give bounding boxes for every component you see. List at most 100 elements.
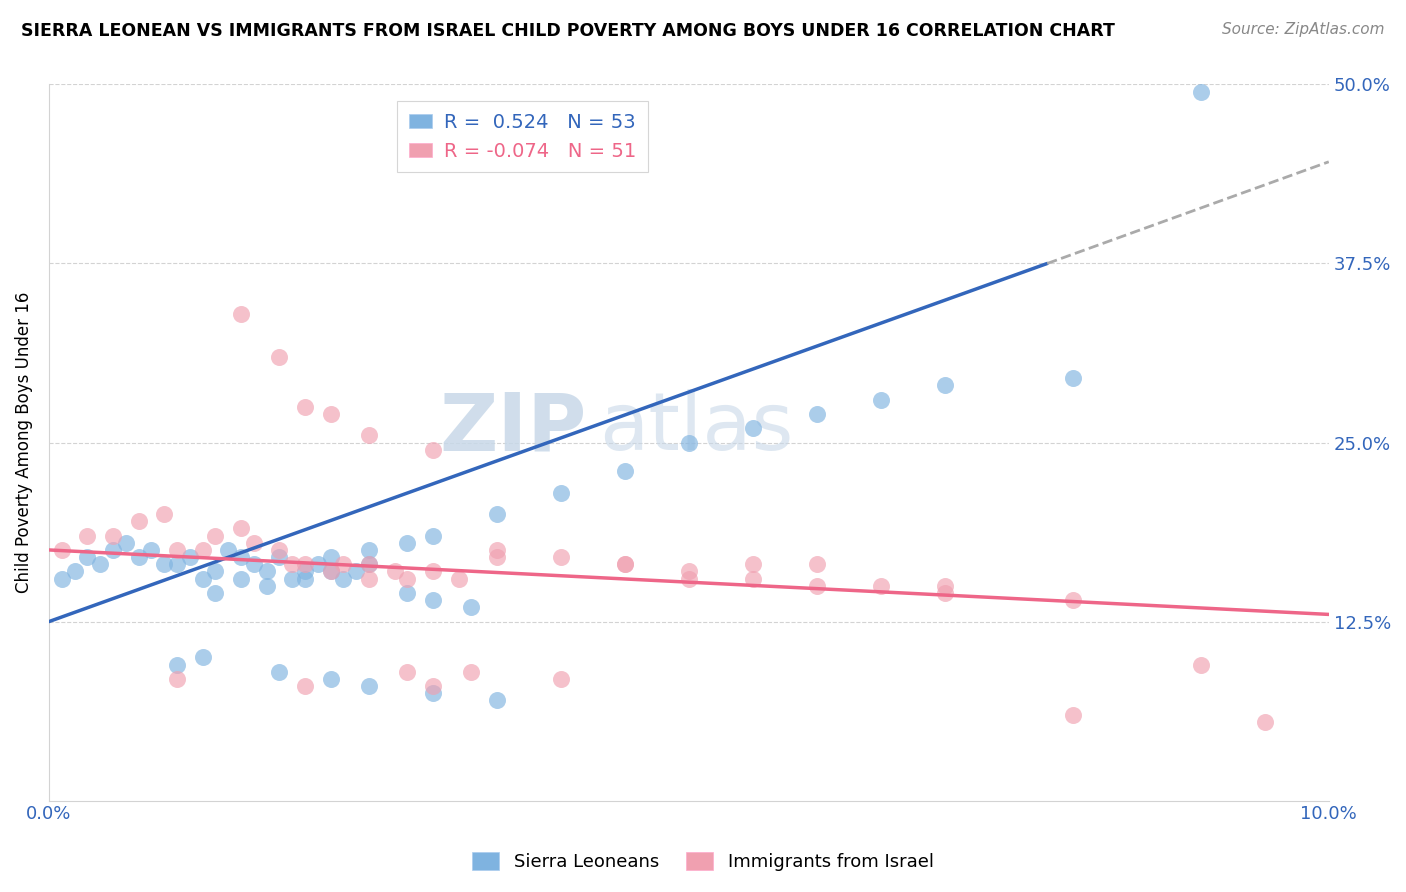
Point (294, 679, 316, 693)
Point (422, 528, 444, 542)
Point (396, 536, 419, 550)
Point (256, 579, 278, 593)
Point (128, 550, 150, 565)
Point (550, 672, 572, 686)
Point (460, 665, 482, 679)
Point (269, 350, 291, 364)
Point (384, 565, 406, 579)
Point (806, 558, 828, 572)
Point (357, 558, 380, 572)
Point (1062, 371, 1084, 385)
Point (396, 572, 419, 586)
Text: SIERRA LEONEAN VS IMMIGRANTS FROM ISRAEL CHILD POVERTY AMONG BOYS UNDER 16 CORRE: SIERRA LEONEAN VS IMMIGRANTS FROM ISRAEL… (21, 22, 1115, 40)
Point (217, 543, 239, 558)
Point (934, 378, 956, 392)
Point (89, 558, 111, 572)
Point (460, 600, 482, 615)
Point (229, 550, 252, 565)
Point (1254, 714, 1277, 729)
Point (294, 565, 316, 579)
Point (204, 528, 226, 542)
Point (422, 686, 444, 700)
Point (447, 572, 470, 586)
Point (294, 572, 316, 586)
Point (76, 528, 98, 542)
Text: atlas: atlas (599, 389, 793, 467)
Point (422, 565, 444, 579)
Point (741, 421, 763, 435)
Point (269, 543, 291, 558)
Point (63, 565, 86, 579)
Point (869, 392, 891, 407)
Point (319, 407, 342, 421)
Point (166, 558, 188, 572)
Point (1189, 657, 1212, 672)
Point (51, 543, 73, 558)
Point (1062, 593, 1084, 607)
Point (741, 572, 763, 586)
Text: ZIP: ZIP (439, 389, 586, 467)
Point (396, 586, 419, 600)
Point (806, 579, 828, 593)
Point (678, 565, 700, 579)
Point (281, 572, 304, 586)
Point (422, 442, 444, 457)
Point (422, 679, 444, 693)
Point (741, 558, 763, 572)
Point (319, 672, 342, 686)
Point (204, 586, 226, 600)
Point (76, 550, 98, 565)
Point (204, 565, 226, 579)
Text: Source: ZipAtlas.com: Source: ZipAtlas.com (1222, 22, 1385, 37)
Point (242, 558, 264, 572)
Point (166, 672, 188, 686)
Point (51, 572, 73, 586)
Point (229, 521, 252, 535)
Point (485, 507, 508, 521)
Point (357, 572, 380, 586)
Point (613, 464, 636, 478)
Point (357, 558, 380, 572)
Point (179, 550, 201, 565)
Point (485, 550, 508, 565)
Point (422, 593, 444, 607)
Point (869, 579, 891, 593)
Point (357, 428, 380, 442)
Point (242, 536, 264, 550)
Point (396, 665, 419, 679)
Point (485, 543, 508, 558)
Point (307, 558, 329, 572)
Point (332, 572, 354, 586)
Point (806, 407, 828, 421)
Point (128, 514, 150, 528)
Point (191, 572, 214, 586)
Point (256, 565, 278, 579)
Point (153, 558, 176, 572)
Y-axis label: Child Poverty Among Boys Under 16: Child Poverty Among Boys Under 16 (15, 292, 32, 593)
Point (101, 543, 124, 558)
Point (1189, 85, 1212, 99)
Point (485, 693, 508, 707)
Point (141, 543, 163, 558)
Point (319, 565, 342, 579)
Point (166, 657, 188, 672)
Point (319, 550, 342, 565)
Point (101, 528, 124, 542)
Point (678, 572, 700, 586)
Point (934, 579, 956, 593)
Legend: R =  0.524   N = 53, R = -0.074   N = 51: R = 0.524 N = 53, R = -0.074 N = 51 (398, 102, 648, 172)
Point (269, 665, 291, 679)
Point (269, 550, 291, 565)
Point (114, 536, 136, 550)
Point (229, 307, 252, 321)
Point (191, 543, 214, 558)
Point (1062, 707, 1084, 722)
Point (229, 572, 252, 586)
Point (319, 565, 342, 579)
Point (344, 565, 367, 579)
Point (153, 507, 176, 521)
Point (281, 558, 304, 572)
Point (332, 558, 354, 572)
Point (357, 679, 380, 693)
Point (678, 435, 700, 450)
